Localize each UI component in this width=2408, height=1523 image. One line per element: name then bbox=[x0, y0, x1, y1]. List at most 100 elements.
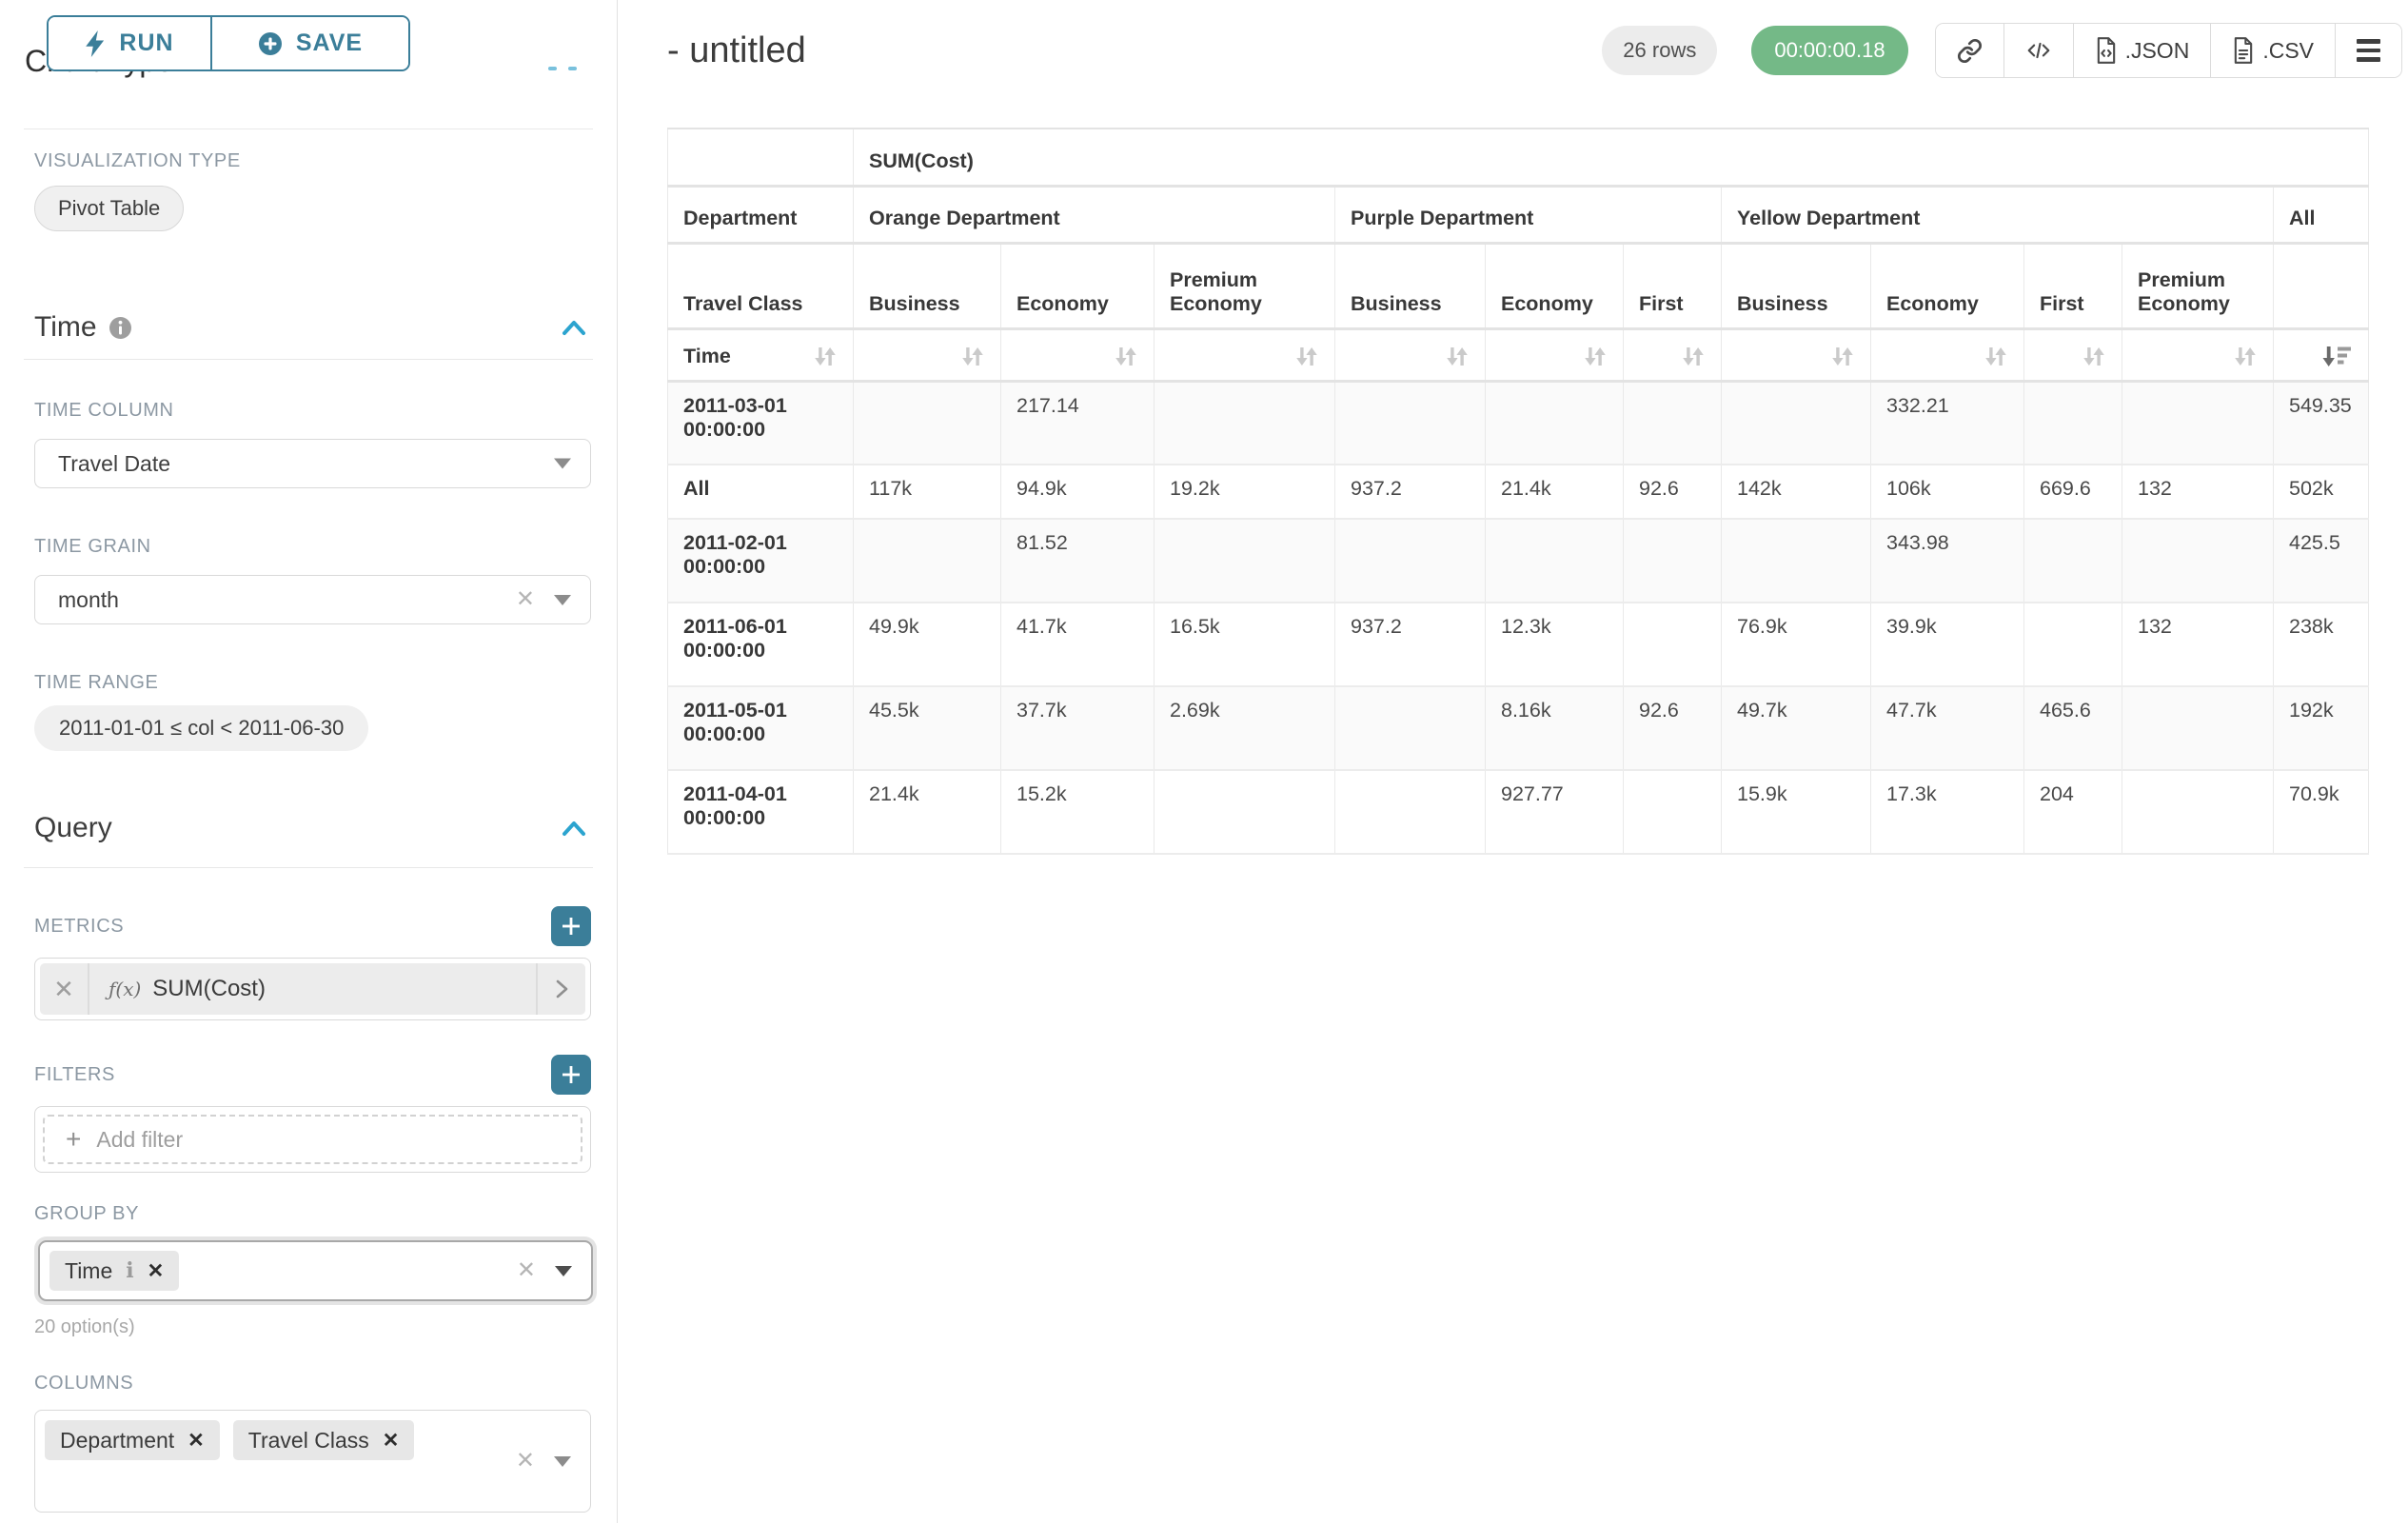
chevron-down-icon[interactable] bbox=[554, 1455, 571, 1467]
share-link-button[interactable] bbox=[1935, 24, 2004, 77]
sort-desc-active-icon[interactable] bbox=[2322, 345, 2353, 368]
file-text-icon bbox=[2235, 37, 2253, 64]
pivot-cell: 937.2 bbox=[1334, 464, 1486, 520]
sub-column-header: Premium Economy bbox=[1154, 242, 1335, 330]
collapse-section-icon[interactable] bbox=[562, 319, 586, 336]
function-icon: ƒ(x) bbox=[109, 978, 142, 1000]
pivot-cell: 16.5k bbox=[1154, 602, 1335, 687]
export-json-button[interactable]: .JSON bbox=[2073, 24, 2212, 77]
visualization-type-pill[interactable]: Pivot Table bbox=[34, 186, 185, 231]
sub-column-header: First bbox=[2023, 242, 2122, 330]
sort-icon[interactable] bbox=[1293, 345, 1319, 368]
more-options-button[interactable] bbox=[2336, 24, 2401, 77]
pivot-cell: 549.35 bbox=[2272, 380, 2370, 465]
sort-column-header[interactable] bbox=[1334, 327, 1486, 383]
add-metric-button[interactable] bbox=[551, 906, 591, 946]
sort-column-header[interactable] bbox=[1870, 327, 2024, 383]
pivot-cell: 92.6 bbox=[1623, 464, 1722, 520]
row-axis-sort-header[interactable]: Time bbox=[667, 327, 854, 383]
sort-icon[interactable] bbox=[2232, 345, 2258, 368]
group-by-select[interactable]: Time i ✕ ✕ bbox=[38, 1240, 593, 1301]
metric-chip[interactable]: ✕ ƒ(x) SUM(Cost) bbox=[40, 963, 585, 1015]
sort-column-header[interactable] bbox=[2272, 327, 2370, 383]
pivot-table: SUM(Cost) Department Orange Department Purp… bbox=[667, 128, 2370, 855]
run-button[interactable]: RUN bbox=[49, 17, 212, 69]
pivot-cell: 37.7k bbox=[1000, 685, 1155, 771]
pivot-cell: 425.5 bbox=[2272, 518, 2370, 603]
row-header: All bbox=[667, 464, 854, 520]
pivot-cell bbox=[2023, 602, 2122, 687]
pivot-cell bbox=[1154, 769, 1335, 855]
remove-chip-icon[interactable]: ✕ bbox=[382, 1429, 400, 1452]
sort-icon[interactable] bbox=[812, 345, 838, 368]
columns-select[interactable]: Department ✕ Travel Class ✕ ✕ bbox=[34, 1410, 591, 1513]
sort-icon[interactable] bbox=[1113, 345, 1138, 368]
clear-icon[interactable]: ✕ bbox=[515, 1448, 535, 1474]
add-filter-plus-button[interactable] bbox=[551, 1055, 591, 1095]
sort-icon[interactable] bbox=[2081, 345, 2106, 368]
pivot-cell: 343.98 bbox=[1870, 518, 2024, 603]
collapse-section-icon[interactable] bbox=[562, 820, 586, 837]
chip-label: Time bbox=[65, 1257, 113, 1283]
sort-column-header[interactable] bbox=[853, 327, 1001, 383]
row-header: 2011-03-01 00:00:00 bbox=[667, 380, 854, 465]
pivot-cell bbox=[1334, 380, 1486, 465]
chevron-down-icon[interactable] bbox=[554, 458, 571, 469]
pivot-cell bbox=[1721, 518, 1871, 603]
pivot-cell: 669.6 bbox=[2023, 464, 2122, 520]
embed-code-button[interactable] bbox=[2003, 24, 2074, 77]
file-code-icon bbox=[2097, 37, 2115, 64]
metrics-label: METRICS bbox=[34, 915, 125, 937]
sort-column-header[interactable] bbox=[1000, 327, 1155, 383]
selected-option-chip[interactable]: Department ✕ bbox=[45, 1420, 220, 1460]
time-range-pill[interactable]: 2011-01-01 ≤ col < 2011-06-30 bbox=[34, 705, 369, 751]
sort-icon[interactable] bbox=[959, 345, 985, 368]
chart-title[interactable]: - untitled bbox=[667, 30, 806, 70]
time-grain-select[interactable]: month ✕ bbox=[34, 575, 591, 624]
sort-column-header[interactable] bbox=[1485, 327, 1624, 383]
remove-chip-icon[interactable]: ✕ bbox=[188, 1429, 205, 1452]
pivot-cell: 106k bbox=[1870, 464, 2024, 520]
chevron-down-icon[interactable] bbox=[555, 1265, 572, 1276]
save-button[interactable]: SAVE bbox=[212, 17, 408, 69]
export-csv-button[interactable]: .CSV bbox=[2211, 24, 2336, 77]
sort-icon[interactable] bbox=[1983, 345, 2008, 368]
sort-column-header[interactable] bbox=[1154, 327, 1335, 383]
clear-icon[interactable]: ✕ bbox=[515, 586, 535, 612]
pivot-cell bbox=[1334, 769, 1486, 855]
remove-metric-icon[interactable]: ✕ bbox=[40, 963, 89, 1015]
sort-column-header[interactable] bbox=[1623, 327, 1722, 383]
pivot-cell: 94.9k bbox=[1000, 464, 1155, 520]
chevron-right-icon[interactable] bbox=[536, 963, 585, 1015]
pivot-cell bbox=[853, 380, 1001, 465]
time-column-select[interactable]: Travel Date bbox=[34, 439, 591, 488]
time-section-header: Time bbox=[34, 311, 590, 344]
pivot-cell bbox=[1623, 380, 1722, 465]
pivot-cell: 45.5k bbox=[853, 685, 1001, 771]
export-json-label: .JSON bbox=[2124, 37, 2190, 63]
time-section-title: Time bbox=[34, 311, 97, 343]
panel-drag-dots bbox=[548, 67, 577, 70]
table-row: 2011-04-01 00:00:00 21.4k 15.2k 927.77 15.9k… bbox=[667, 769, 2370, 855]
sort-icon[interactable] bbox=[1444, 345, 1470, 368]
metric-value: SUM(Cost) bbox=[152, 976, 266, 1001]
pivot-cell: 41.7k bbox=[1000, 602, 1155, 687]
selected-option-chip[interactable]: Time i ✕ bbox=[49, 1251, 180, 1291]
remove-chip-icon[interactable]: ✕ bbox=[147, 1259, 165, 1282]
sort-icon[interactable] bbox=[1680, 345, 1706, 368]
sort-icon[interactable] bbox=[1582, 345, 1608, 368]
table-row: 2011-06-01 00:00:00 49.9k 41.7k 16.5k 937.2 1… bbox=[667, 602, 2370, 687]
table-row: 2011-03-01 00:00:00 217.14 332.21 549.35 bbox=[667, 380, 2370, 465]
sort-column-header[interactable] bbox=[1721, 327, 1871, 383]
chevron-down-icon[interactable] bbox=[554, 594, 571, 605]
columns-label: COLUMNS bbox=[34, 1373, 134, 1394]
selected-option-chip[interactable]: Travel Class ✕ bbox=[232, 1420, 415, 1460]
sort-column-header[interactable] bbox=[2023, 327, 2122, 383]
add-filter-button[interactable]: + Add filter bbox=[43, 1115, 582, 1164]
sort-column-header[interactable] bbox=[2122, 327, 2274, 383]
clear-icon[interactable]: ✕ bbox=[516, 1257, 536, 1283]
filters-box: + Add filter bbox=[34, 1106, 591, 1173]
chip-label: Department bbox=[60, 1427, 175, 1453]
pivot-cell bbox=[1334, 518, 1486, 603]
sort-icon[interactable] bbox=[1829, 345, 1855, 368]
